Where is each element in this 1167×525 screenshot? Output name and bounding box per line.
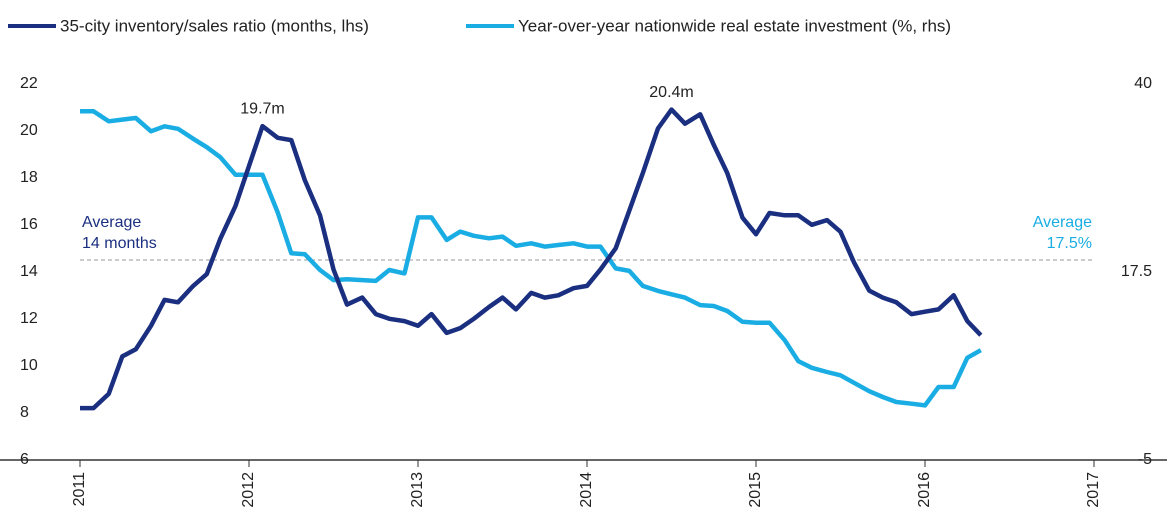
annotation: 20.4m	[649, 84, 693, 101]
x-tick-label: 2013	[409, 472, 426, 508]
y-tick-label: 22	[20, 75, 38, 92]
x-tick-label: 2017	[1085, 472, 1102, 508]
x-tick-label: 2016	[916, 472, 933, 508]
y-tick-label: 20	[20, 122, 38, 139]
y-tick-label: 10	[20, 357, 38, 374]
average-label: Average	[1033, 214, 1092, 231]
average-label: 14 months	[82, 235, 157, 252]
legend-label: 35-city inventory/sales ratio (months, l…	[60, 16, 369, 35]
y-tick-label: 18	[20, 169, 38, 186]
x-tick-label: 2014	[578, 472, 595, 508]
y-tick-label: 12	[20, 310, 38, 327]
x-tick-label: 2011	[71, 472, 88, 507]
average-label: Average	[82, 214, 141, 231]
y-tick-label: 6	[20, 451, 29, 468]
y2-tick-label: -5	[1138, 451, 1152, 468]
y2-tick-label: 17.5	[1121, 263, 1152, 280]
y-tick-label: 16	[20, 216, 38, 233]
series-line	[80, 107, 983, 411]
y-tick-label: 14	[20, 263, 38, 280]
annotation: 19.7m	[240, 100, 284, 117]
x-tick-label: 2015	[747, 472, 764, 508]
average-label: 17.5%	[1047, 235, 1092, 252]
x-tick-label: 2012	[240, 472, 257, 508]
series-line	[80, 109, 982, 408]
y-tick-label: 8	[20, 404, 29, 421]
y2-tick-label: 40	[1134, 75, 1152, 92]
legend-label: Year-over-year nationwide real estate in…	[518, 16, 951, 35]
